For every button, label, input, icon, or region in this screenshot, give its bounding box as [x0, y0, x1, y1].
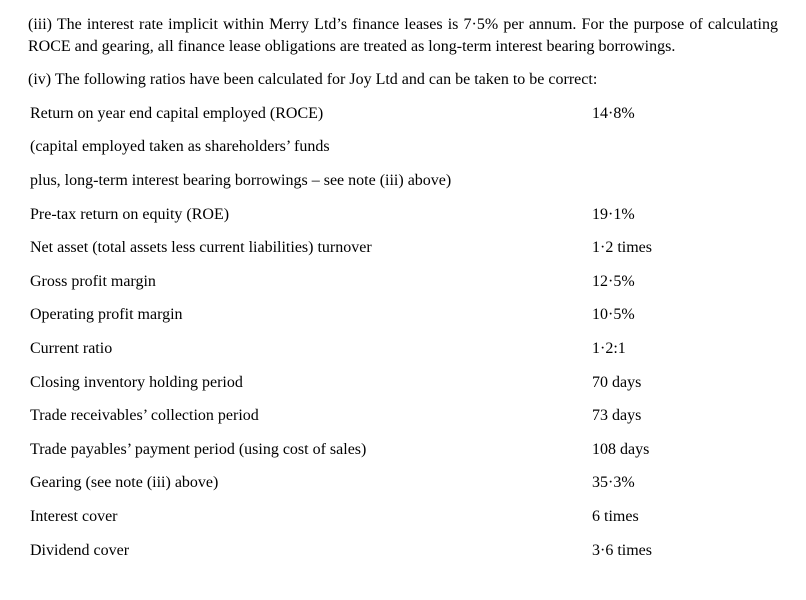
ratio-value: 1·2:1	[592, 338, 776, 370]
table-row: Trade receivables’ collection period 73 …	[30, 405, 776, 437]
table-row: Return on year end capital employed (ROC…	[30, 103, 776, 135]
table-row: Dividend cover 3·6 times	[30, 540, 776, 572]
note-iv-intro: (iv) The following ratios have been calc…	[28, 69, 778, 91]
ratio-value: 6 times	[592, 506, 776, 538]
table-row: Current ratio 1·2:1	[30, 338, 776, 370]
table-row: Trade payables’ payment period (using co…	[30, 439, 776, 471]
ratio-label: Current ratio	[30, 338, 590, 370]
ratio-value: 108 days	[592, 439, 776, 471]
ratio-table: Return on year end capital employed (ROC…	[28, 101, 778, 573]
table-row: (capital employed taken as shareholders’…	[30, 136, 776, 168]
ratio-label: Pre-tax return on equity (ROE)	[30, 204, 590, 236]
roce-subnote: plus, long-term interest bearing borrowi…	[30, 170, 590, 202]
table-row: Gearing (see note (iii) above) 35·3%	[30, 472, 776, 504]
ratio-label: Gearing (see note (iii) above)	[30, 472, 590, 504]
ratio-value: 12·5%	[592, 271, 776, 303]
table-row: Interest cover 6 times	[30, 506, 776, 538]
ratio-value: 73 days	[592, 405, 776, 437]
ratio-label: Trade payables’ payment period (using co…	[30, 439, 590, 471]
table-row: Operating profit margin 10·5%	[30, 304, 776, 336]
ratio-label: Return on year end capital employed (ROC…	[30, 103, 590, 135]
ratio-value: 10·5%	[592, 304, 776, 336]
roce-subnote: (capital employed taken as shareholders’…	[30, 136, 590, 168]
ratio-value: 3·6 times	[592, 540, 776, 572]
note-iii: (iii) The interest rate implicit within …	[28, 14, 778, 57]
table-row: Pre-tax return on equity (ROE) 19·1%	[30, 204, 776, 236]
ratio-label: Operating profit margin	[30, 304, 590, 336]
ratio-value: 14·8%	[592, 103, 776, 135]
ratio-label: Trade receivables’ collection period	[30, 405, 590, 437]
ratio-label: Dividend cover	[30, 540, 590, 572]
ratio-value: 19·1%	[592, 204, 776, 236]
ratio-label: Closing inventory holding period	[30, 372, 590, 404]
ratio-value: 70 days	[592, 372, 776, 404]
table-row: Closing inventory holding period 70 days	[30, 372, 776, 404]
ratio-value: 1·2 times	[592, 237, 776, 269]
ratio-label: Interest cover	[30, 506, 590, 538]
table-row: plus, long-term interest bearing borrowi…	[30, 170, 776, 202]
ratio-label: Gross profit margin	[30, 271, 590, 303]
ratio-value: 35·3%	[592, 472, 776, 504]
table-row: Gross profit margin 12·5%	[30, 271, 776, 303]
table-row: Net asset (total assets less current lia…	[30, 237, 776, 269]
ratio-label: Net asset (total assets less current lia…	[30, 237, 590, 269]
